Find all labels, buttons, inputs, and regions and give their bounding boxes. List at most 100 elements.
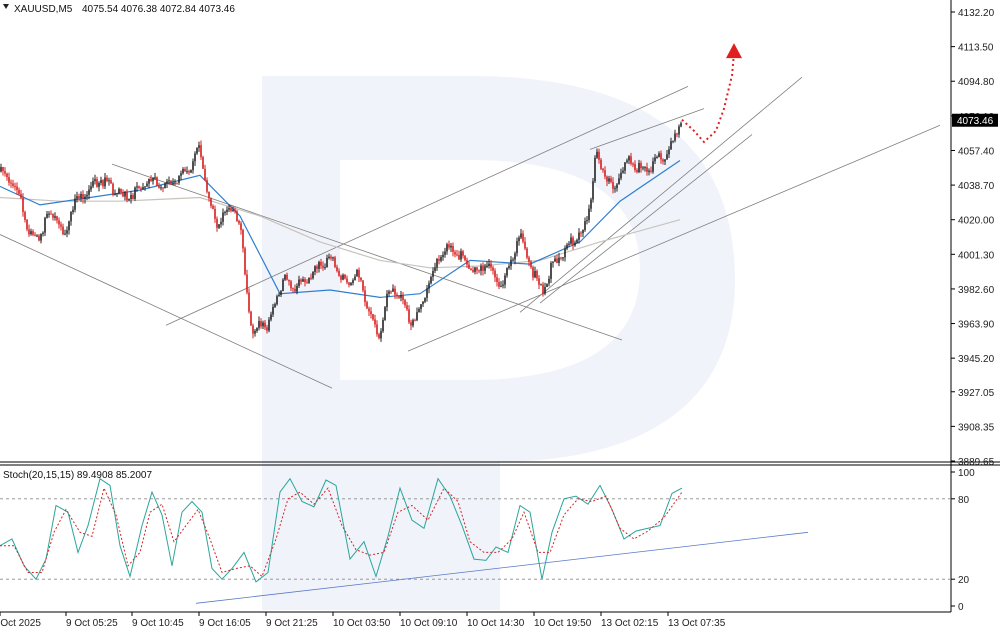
candle-body bbox=[54, 216, 56, 218]
candle-body bbox=[666, 154, 668, 160]
candle-body bbox=[464, 255, 466, 261]
candle-body bbox=[212, 205, 214, 209]
candle-body bbox=[32, 231, 34, 235]
candle-body bbox=[186, 171, 188, 173]
channel-line[interactable] bbox=[111, 163, 623, 341]
candle-body bbox=[292, 288, 294, 290]
candle-body bbox=[164, 183, 166, 189]
candle-body bbox=[386, 293, 388, 308]
candle-body bbox=[484, 266, 486, 271]
candle-body bbox=[678, 126, 680, 135]
candle-body bbox=[10, 182, 12, 184]
candle-body bbox=[428, 283, 430, 289]
candle-body bbox=[618, 178, 620, 185]
stoch-trendline[interactable] bbox=[195, 531, 809, 604]
candle-body bbox=[134, 187, 136, 199]
candle-body bbox=[332, 257, 334, 259]
channel-line[interactable] bbox=[539, 134, 753, 304]
time-axis[interactable]: 8 Oct 2025 9 Oct 05:25 9 Oct 10:45 9 Oct 16… bbox=[0, 612, 726, 629]
candle-body bbox=[4, 171, 6, 174]
candle-body bbox=[200, 145, 202, 158]
time-tick-label: 13 Oct 07:35 bbox=[668, 618, 726, 629]
channel-line[interactable] bbox=[519, 76, 803, 313]
candle-body bbox=[12, 183, 14, 186]
chevron-down-icon[interactable] bbox=[3, 4, 9, 9]
candle-body bbox=[0, 167, 2, 172]
stochastic-lines bbox=[0, 477, 809, 604]
candle-body bbox=[342, 274, 344, 280]
candle-body bbox=[232, 209, 234, 211]
candle-body bbox=[658, 153, 660, 157]
candle-body bbox=[444, 251, 446, 255]
candle-body bbox=[270, 314, 272, 320]
arrow-up-icon bbox=[726, 43, 742, 59]
candle-body bbox=[286, 274, 288, 280]
candle-body bbox=[226, 209, 228, 212]
current-price-label: 4073.46 bbox=[957, 116, 994, 127]
price-tick-label: 4094.80 bbox=[958, 77, 995, 88]
candle-body bbox=[58, 220, 60, 225]
candle-body bbox=[274, 304, 276, 307]
candle-body bbox=[254, 330, 256, 334]
candle-body bbox=[268, 319, 270, 331]
candle-body bbox=[2, 167, 4, 172]
candle-body bbox=[70, 211, 72, 222]
price-tick-label: 3982.60 bbox=[958, 285, 995, 296]
candle-body bbox=[496, 277, 498, 283]
candle-body bbox=[544, 286, 546, 294]
candle-body bbox=[644, 167, 646, 169]
channel-lines[interactable] bbox=[0, 76, 941, 389]
candle-body bbox=[34, 234, 36, 236]
price-tick-label: 3889.65 bbox=[958, 457, 995, 468]
candle-body bbox=[28, 229, 30, 235]
candle-body bbox=[580, 232, 582, 234]
channel-line[interactable] bbox=[589, 108, 705, 150]
candle-body bbox=[150, 178, 152, 182]
candle-body bbox=[558, 257, 560, 263]
candle-body bbox=[614, 188, 616, 190]
candle-body bbox=[258, 321, 260, 328]
candle-body bbox=[24, 212, 26, 220]
candle-body bbox=[136, 186, 138, 188]
candle-body bbox=[546, 283, 548, 287]
candle-body bbox=[230, 208, 232, 211]
candle-body bbox=[448, 244, 450, 248]
candle-body bbox=[626, 160, 628, 163]
moving-averages bbox=[0, 160, 681, 299]
candle-body bbox=[140, 188, 142, 190]
candle-body bbox=[170, 180, 172, 185]
candle-body bbox=[436, 259, 438, 268]
time-tick-label: 10 Oct 09:10 bbox=[400, 618, 458, 629]
channel-line[interactable] bbox=[165, 86, 689, 326]
candle-body bbox=[152, 177, 154, 182]
candle-body bbox=[446, 244, 448, 252]
candle-body bbox=[36, 235, 38, 237]
candle-body bbox=[288, 279, 290, 282]
price-tick-label: 4038.70 bbox=[958, 181, 995, 192]
candle-body bbox=[584, 221, 586, 231]
candle-body bbox=[222, 212, 224, 222]
candle-body bbox=[100, 180, 102, 183]
candle-body bbox=[18, 189, 20, 194]
channel-line[interactable] bbox=[0, 234, 333, 389]
candle-body bbox=[38, 235, 40, 241]
candle-body bbox=[594, 157, 596, 182]
candle-body bbox=[648, 170, 650, 172]
candle-body bbox=[52, 214, 54, 218]
candle-body bbox=[194, 153, 196, 162]
candle-body bbox=[44, 217, 46, 233]
candle-body bbox=[46, 213, 48, 218]
candle-body bbox=[376, 324, 378, 335]
candle-body bbox=[168, 180, 170, 182]
candle-body bbox=[566, 244, 568, 249]
forecast-arrow bbox=[681, 43, 742, 144]
candle-body bbox=[310, 277, 312, 279]
candle-body bbox=[518, 237, 520, 242]
candle-body bbox=[676, 133, 678, 135]
candle-body bbox=[432, 271, 434, 277]
candle-body bbox=[554, 258, 556, 262]
candle-body bbox=[72, 209, 74, 212]
channel-line[interactable] bbox=[407, 124, 941, 352]
candle-body bbox=[84, 196, 86, 199]
